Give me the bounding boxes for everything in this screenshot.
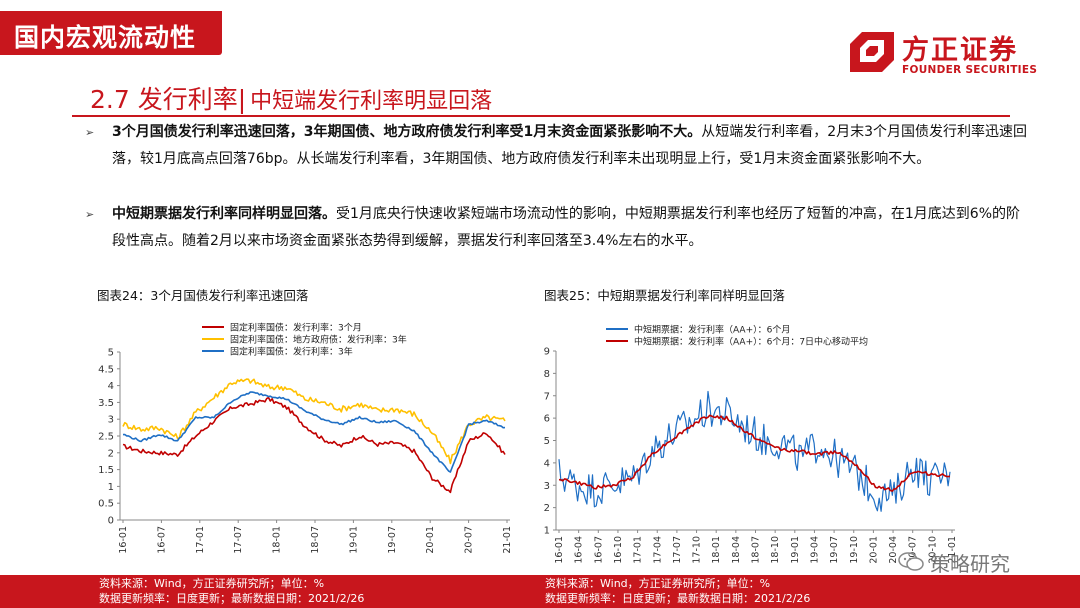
bullet-2-bold: 中短期票据发行利率同样明显回落。 <box>112 206 336 222</box>
x-tick-label: 20-04 <box>888 536 899 564</box>
bullet-2-text: 受1月底央行快速收紧短端市场流动性的影响，中短期票据发行利率也经历了短暂的冲高，… <box>112 206 1021 249</box>
x-tick-label: 17-07 <box>233 526 244 554</box>
slide-title: 2.7 发行利率| 中短端发行利率明显回落 <box>90 80 492 116</box>
x-tick-label: 17-04 <box>652 536 663 564</box>
chart-1-caption: 图表24：3个月国债发行利率迅速回落 <box>97 288 309 303</box>
chart-1-update: 数据更新频率：日度更新；最新数据日期：2021/2/26 <box>99 592 365 605</box>
x-tick-label: 18-07 <box>751 536 762 564</box>
x-tick-label: 19-04 <box>809 536 820 564</box>
x-tick-label: 16-07 <box>593 536 604 564</box>
chart-2-footnote: 资料来源：Wind，方正证券研究所；单位：% 数据更新频率：日度更新；最新数据日… <box>545 576 810 606</box>
legend-label: 中短期票据：发行利率（AA+）：6个月 <box>634 324 790 336</box>
x-tick-label: 18-01 <box>711 536 722 564</box>
chart-1: 0 0.5 1 1.5 2 2.5 3 3.5 4 4.5 5 16-01 16-07 17-01 17-0… <box>98 322 513 554</box>
slide-title-main: 2.7 发行利率| <box>90 85 247 114</box>
y-tick-label: 5 <box>108 348 114 359</box>
y-tick-label: 3 <box>544 481 550 492</box>
brand-logo: 方正证券 FOUNDER SECURITIES <box>848 26 1038 78</box>
x-tick-label: 17-01 <box>633 536 644 564</box>
legend-label: 固定利率国债：发行利率：3年 <box>230 346 353 358</box>
y-tick-label: 3.5 <box>98 398 114 409</box>
y-tick-label: 4 <box>108 381 114 392</box>
y-tick-label: 7 <box>544 391 550 402</box>
y-tick-label: 2.5 <box>98 432 114 443</box>
x-tick-label: 20-07 <box>464 526 475 554</box>
x-tick-label: 20-10 <box>927 536 938 564</box>
x-tick-label: 20-01 <box>868 536 879 564</box>
chart-2-update: 数据更新频率：日度更新；最新数据日期：2021/2/26 <box>545 592 811 605</box>
y-tick-label: 6 <box>544 414 550 425</box>
series-line <box>558 414 951 492</box>
x-tick-label: 19-10 <box>849 536 860 564</box>
y-tick-label: 3 <box>108 415 114 426</box>
x-tick-label: 16-01 <box>118 526 129 554</box>
x-tick-label: 19-01 <box>790 536 801 564</box>
y-tick-label: 1 <box>108 482 114 493</box>
y-tick-label: 8 <box>544 369 550 380</box>
y-tick-label: 0.5 <box>98 499 114 510</box>
x-tick-label: 18-01 <box>272 526 283 554</box>
bullet-2: ➢ 中短期票据发行利率同样明显回落。受1月底央行快速收紧短端市场流动性的影响，中… <box>85 201 1032 255</box>
logo-text-en: FOUNDER SECURITIES <box>902 64 1038 76</box>
chart-2-caption: 图表25：中短期票据发行利率同样明显回落 <box>544 288 785 303</box>
section-tag: 国内宏观流动性 <box>0 11 222 55</box>
chart-1-footnote: 资料来源：Wind，方正证券研究所；单位：% 数据更新频率：日度更新；最新数据日… <box>99 576 364 606</box>
y-tick-label: 2 <box>544 503 550 514</box>
x-tick-label: 16-04 <box>574 536 585 564</box>
y-tick-label: 5 <box>544 436 550 447</box>
legend-label: 中短期票据：发行利率（AA+）：6个月：7日中心移动平均 <box>634 336 868 348</box>
x-tick-label: 18-10 <box>770 536 781 564</box>
title-divider <box>72 115 1010 117</box>
footer-band <box>0 575 1080 608</box>
x-tick-label: 20-07 <box>908 536 919 564</box>
chart-1-source: 资料来源：Wind，方正证券研究所；单位：% <box>99 577 325 590</box>
x-tick-label: 17-01 <box>195 526 206 554</box>
logo-text-cn: 方正证券 <box>902 35 1018 66</box>
section-label: 国内宏观流动性 <box>14 23 197 52</box>
x-tick-label: 17-07 <box>672 536 683 564</box>
x-tick-label: 21-01 <box>502 526 513 554</box>
series-line <box>558 390 951 512</box>
bullet-marker: ➢ <box>85 126 95 139</box>
y-tick-label: 2 <box>108 448 114 459</box>
y-tick-label: 4.5 <box>98 364 114 375</box>
chart-2-source: 资料来源：Wind，方正证券研究所；单位：% <box>545 577 771 590</box>
x-tick-label: 19-07 <box>387 526 398 554</box>
x-tick-label: 16-01 <box>554 536 565 564</box>
watermark-text: 策略研究 <box>930 552 1010 576</box>
x-tick-label: 17-10 <box>692 536 703 564</box>
x-tick-label: 18-04 <box>731 536 742 564</box>
x-tick-label: 16-07 <box>156 526 167 554</box>
x-tick-label: 16-10 <box>613 536 624 564</box>
y-tick-label: 1 <box>544 526 550 537</box>
series-line <box>122 378 506 465</box>
legend-label: 固定利率国债：发行利率：3个月 <box>230 322 362 334</box>
series-line <box>122 391 506 473</box>
series-line <box>122 396 506 494</box>
bullet-marker: ➢ <box>85 208 95 221</box>
y-tick-label: 4 <box>544 458 550 469</box>
y-tick-label: 1.5 <box>98 465 114 476</box>
founder-logo-icon <box>850 32 894 72</box>
bullet-1-text: 从短端发行利率看，2月末3个月国债发行利率迅速回落，较1月底高点回落76bp。从… <box>112 124 1028 167</box>
y-tick-label: 9 <box>544 347 550 358</box>
bullet-1: ➢ 3个月国债发行利率迅速回落，3年期国债、地方政府债发行利率受1月末资金面紧张… <box>85 119 1032 173</box>
y-tick-label: 0 <box>108 516 114 527</box>
x-tick-label: 19-01 <box>348 526 359 554</box>
legend-label: 固定利率国债：地方政府债：发行利率：3年 <box>230 334 407 346</box>
bullet-1-bold: 3个月国债发行利率迅速回落，3年期国债、地方政府债发行利率受1月末资金面紧张影响… <box>112 124 702 140</box>
x-tick-label: 20-01 <box>425 526 436 554</box>
slide-title-sub: 中短端发行利率明显回落 <box>250 89 493 114</box>
x-tick-label: 18-07 <box>310 526 321 554</box>
chart-2: 1 2 3 4 5 6 7 8 9 16-01 16-04 16-07 16-10 17-01 17-04 1… <box>544 324 958 564</box>
x-tick-label: 19-07 <box>829 536 840 564</box>
wechat-icon <box>898 552 924 571</box>
x-tick-label: 21-01 <box>947 536 958 564</box>
